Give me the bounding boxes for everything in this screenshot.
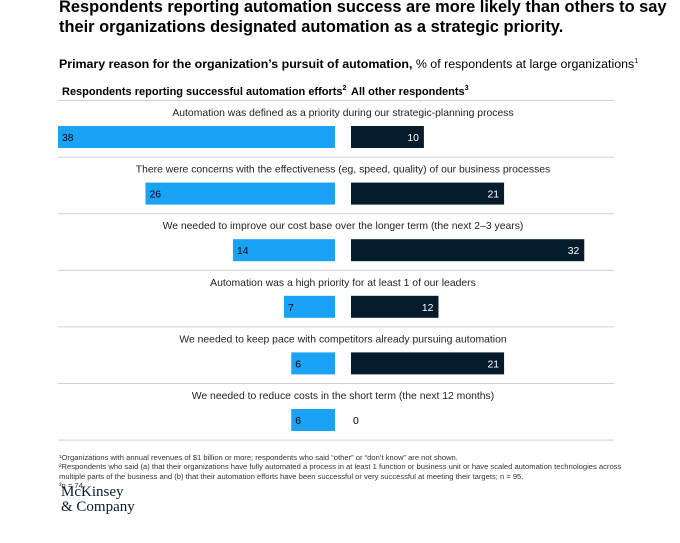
bar-others	[351, 239, 585, 262]
subtitle-rest: % of respondents at large organizations	[412, 57, 635, 71]
bar-others	[351, 295, 439, 318]
footnote-2: ²Respondents who said (a) that their org…	[59, 462, 622, 481]
mckinsey-logo: McKinsey & Company	[61, 485, 135, 515]
value-label-successful: 38	[62, 133, 74, 144]
value-label-successful: 6	[295, 416, 301, 427]
category-label: We needed to improve our cost base over …	[163, 221, 524, 232]
column-header-successful-label: Respondents reporting successful automat…	[62, 86, 343, 98]
diverging-bar-chart: Automation was defined as a priority dur…	[58, 100, 614, 441]
category-label: We needed to keep pace with competitors …	[179, 334, 507, 345]
column-header-successful-footnote-ref: 2	[342, 85, 347, 92]
footnotes: ¹Organizations with annual revenues of $…	[59, 453, 639, 491]
column-header-successful: Respondents reporting successful automat…	[62, 82, 346, 99]
value-label-successful: 26	[149, 190, 161, 201]
bar-successful	[291, 409, 335, 431]
footnote-1: ¹Organizations with annual revenues of $…	[59, 453, 458, 462]
value-label-others: 32	[568, 246, 580, 257]
bar-successful	[283, 295, 335, 318]
category-label: Automation was a high priority for at le…	[210, 278, 476, 289]
bar-others	[351, 352, 505, 375]
value-label-others: 0	[353, 416, 359, 427]
category-label: Automation was defined as a priority dur…	[172, 108, 513, 119]
chart-title: Respondents reporting automation success…	[59, 0, 667, 36]
value-label-others: 21	[488, 359, 500, 370]
bar-others	[351, 182, 505, 205]
value-label-others: 12	[422, 303, 434, 314]
column-header-others-label: All other respondents	[351, 86, 465, 98]
column-header-others: All other respondents3	[351, 82, 469, 99]
category-label: We needed to reduce costs in the short t…	[192, 391, 494, 402]
bar-successful	[232, 239, 335, 262]
value-label-successful: 14	[237, 246, 249, 257]
bar-successful	[145, 182, 335, 205]
chart-subtitle: Primary reason for the organization’s pu…	[59, 54, 638, 72]
column-header-others-footnote-ref: 3	[464, 85, 469, 92]
value-label-others: 21	[488, 190, 500, 201]
logo-line-1: McKinsey	[61, 484, 124, 500]
bar-others	[351, 126, 424, 148]
value-label-successful: 7	[288, 303, 294, 314]
logo-line-2: & Company	[61, 499, 135, 515]
category-label: There were concerns with the effectivene…	[136, 165, 551, 176]
value-label-others: 10	[407, 133, 419, 144]
subtitle-bold: Primary reason for the organization’s pu…	[59, 57, 413, 71]
bar-successful	[291, 352, 335, 375]
subtitle-footnote-ref: 1	[634, 58, 639, 65]
footnote-3: ³n = 74.	[59, 481, 85, 491]
bar-successful	[58, 126, 335, 148]
value-label-successful: 6	[295, 359, 301, 370]
